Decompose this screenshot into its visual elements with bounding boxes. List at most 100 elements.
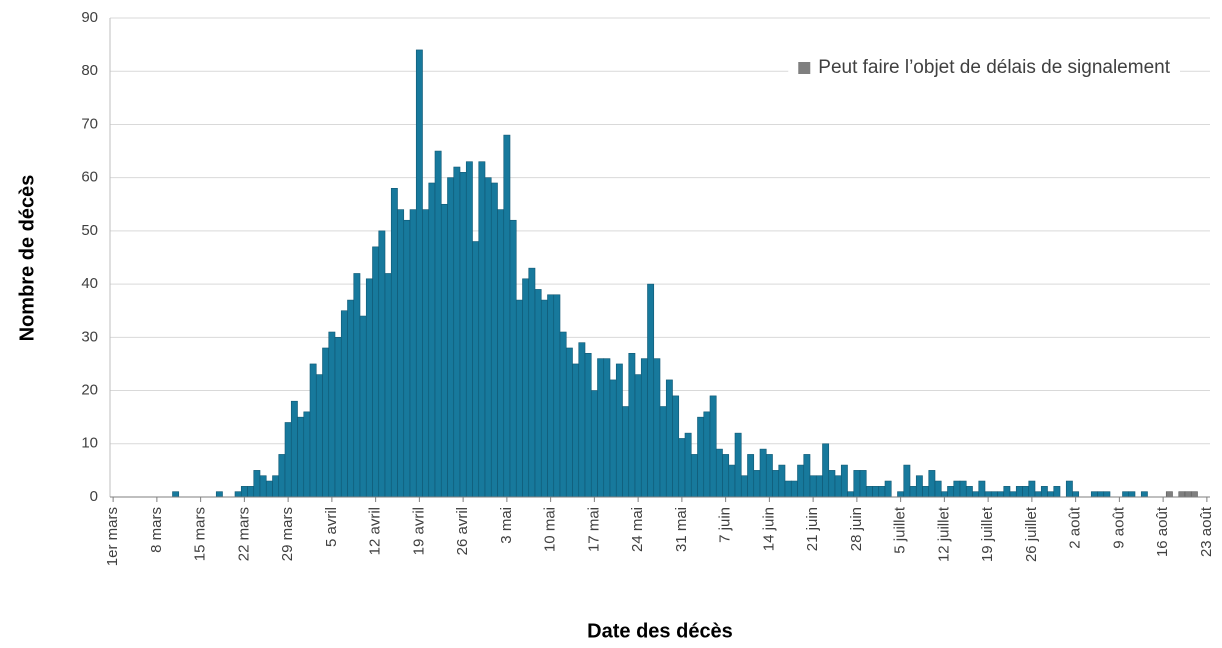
bar [297,416,305,498]
bar [528,267,536,498]
bar [428,182,436,498]
bar [865,486,873,498]
bar [303,411,311,498]
bar [1122,491,1130,498]
bar [690,454,698,498]
x-tick-label: 29 mars [279,507,296,561]
bar [834,475,842,498]
bar [672,395,680,498]
bar [1040,486,1048,498]
legend-label: Peut faire l’objet de délais de signalem… [818,57,1170,78]
bar [928,470,936,498]
x-tick-label: 3 mai [498,507,515,544]
bar [709,395,717,498]
bar [640,358,648,498]
bar [747,454,755,498]
bar [328,331,336,498]
bar [703,411,711,498]
bar [334,337,342,498]
bar [372,246,380,498]
bar [965,486,973,498]
bar [434,150,442,498]
bar [1009,491,1017,498]
bar [872,486,880,498]
x-tick-label: 28 juin [848,507,865,551]
bar [365,278,373,498]
bar [803,454,811,498]
bar [390,188,398,498]
bar [1003,486,1011,498]
bar [1065,480,1073,498]
bar [772,470,780,498]
bar [665,379,673,498]
bar [597,358,605,498]
bar [1015,486,1023,498]
bar [503,134,511,498]
bar [409,209,417,498]
bar [590,390,598,498]
x-tick-label: 22 mars [235,507,252,561]
bar [509,219,517,498]
bar [547,294,555,498]
bar [1047,491,1055,498]
y-tick-label: 90 [81,9,98,26]
bar [1103,491,1111,498]
x-tick-label: 15 mars [192,507,209,561]
bar [1128,491,1136,498]
bar [728,464,736,498]
bar [315,374,323,498]
bar [290,400,298,498]
bar [915,475,923,498]
bar [972,491,980,498]
bar [678,438,686,498]
bar [984,491,992,498]
bar [1053,486,1061,498]
bar [897,491,905,498]
x-tick-label: 23 août [1198,506,1215,557]
bar [1090,491,1098,498]
bar [234,491,242,498]
bar [1072,491,1080,498]
bar [940,491,948,498]
x-tick-label: 16 août [1154,506,1171,557]
bar [697,416,705,498]
bar [990,491,998,498]
bar [578,342,586,498]
bar [997,491,1005,498]
x-tick-label: 31 mai [673,507,690,552]
bar [740,475,748,498]
bar [1140,491,1148,498]
bar [534,289,542,498]
bar [284,422,292,498]
bar [253,470,261,498]
y-tick-label: 60 [81,169,98,186]
x-tick-label: 17 mai [585,507,602,552]
bar [684,432,692,498]
bar [603,358,611,498]
legend-item: Peut faire l’objet de délais de signalem… [788,54,1180,82]
bar [353,273,361,498]
y-tick-label: 80 [81,62,98,79]
bar [472,241,480,498]
bar [609,379,617,498]
bar [272,475,280,498]
x-tick-label: 8 mars [148,507,165,553]
x-tick-label: 26 avril [454,507,471,555]
bar [884,480,892,498]
bar [572,363,580,498]
bar [822,443,830,498]
bar [784,480,792,498]
bar [634,374,642,498]
bar [240,486,248,498]
bar [953,480,961,498]
x-tick-label: 2 août [1067,506,1084,549]
x-tick-label: 14 juin [760,507,777,551]
bar [259,475,267,498]
bar [1034,491,1042,498]
bar [522,278,530,498]
bar [628,352,636,498]
x-tick-label: 1er mars [104,507,121,566]
bar [903,464,911,498]
